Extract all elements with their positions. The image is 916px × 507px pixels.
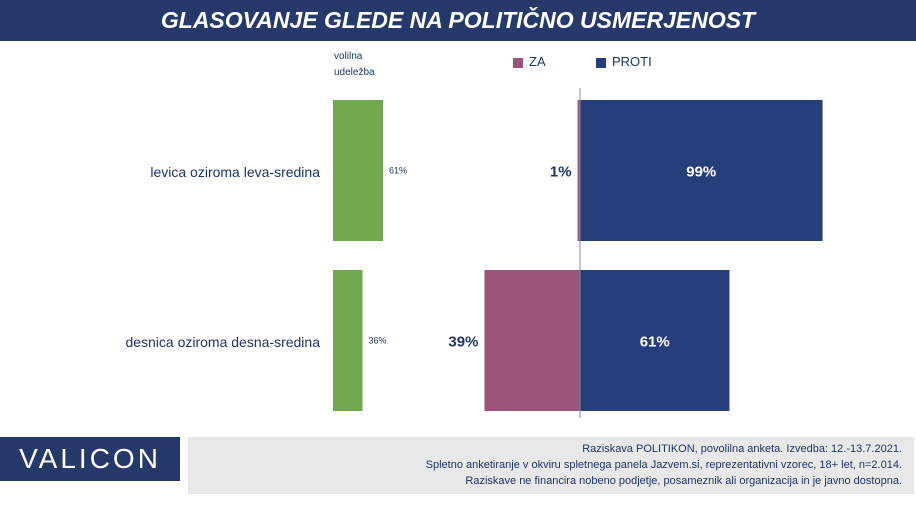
proti-value-label-1: 99% <box>686 164 716 181</box>
category-label-left: levica oziroma leva-sredina <box>150 164 320 180</box>
chart-area: 61% 1% 99% 36% 39% 61% <box>333 88 823 418</box>
title-bar <box>0 0 916 41</box>
za-bar-2 <box>484 270 580 411</box>
za-value-label-1: 1% <box>550 164 572 181</box>
chart-title: GLASOVANJE GLEDE NA POLITIČNO USMERJENOS… <box>160 7 756 33</box>
turnout-value-label-2: 36% <box>369 336 387 346</box>
turnout-column-header: volilna udeležba <box>334 49 404 81</box>
proti-value-label-2: 61% <box>640 334 670 351</box>
turnout-header-line1: volilna <box>334 51 363 62</box>
footer-line-3: Raziskave ne financira nobeno podjetje, … <box>465 475 902 487</box>
legend-swatch-proti <box>596 57 606 68</box>
footer-line-2: Spletno anketiranje v okviru spletnega p… <box>425 459 902 471</box>
za-value-label-2: 39% <box>448 334 478 351</box>
turnout-bar-1 <box>333 100 384 241</box>
proti-bar-2 <box>580 270 730 411</box>
legend-swatch-za <box>513 57 523 68</box>
turnout-bar-2 <box>333 270 363 411</box>
footer-line-1: Raziskava POLITIKON, povolilna anketa. I… <box>582 443 902 455</box>
za-bar-1 <box>577 100 580 241</box>
legend-item-za: ZA <box>513 54 546 69</box>
legend-item-proti: PROTI <box>596 54 652 69</box>
turnout-value-label-1: 61% <box>389 166 407 176</box>
legend-label-proti: PROTI <box>612 54 652 69</box>
logo-text: VALICON <box>19 443 161 474</box>
proti-bar-1 <box>580 100 823 241</box>
legend-label-za: ZA <box>529 54 546 69</box>
footer-note: Raziskava POLITIKON, povolilna anketa. I… <box>188 437 914 494</box>
category-label-right: desnica oziroma desna-sredina <box>125 334 320 350</box>
turnout-header-line2: udeležba <box>334 67 375 78</box>
valicon-logo: VALICON <box>0 437 180 481</box>
